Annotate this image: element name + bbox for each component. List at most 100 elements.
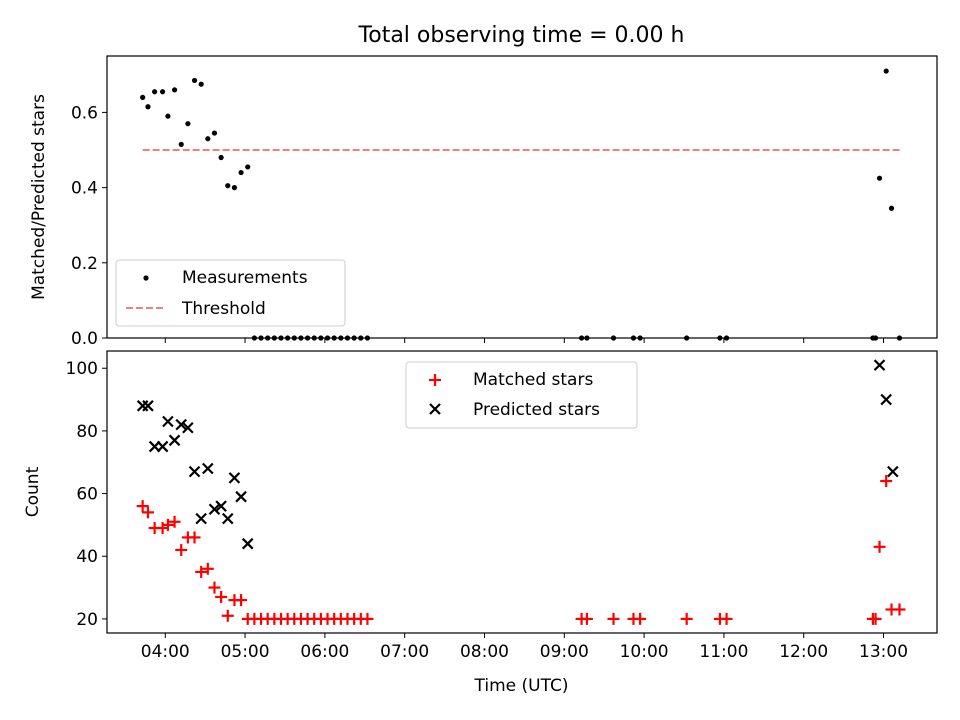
measurement-point	[584, 335, 590, 341]
top-axes: 0.0 0.2 0.4 0.6	[71, 103, 885, 349]
x-tick-label: 07:00	[380, 642, 429, 662]
measurement-point	[211, 130, 218, 136]
bottom-axes: 20 40 60 80 100 04:00 05:00 06:00 07:00 08:00 09:0…	[66, 359, 908, 662]
measurement-point	[723, 335, 730, 341]
measurement-point	[896, 335, 903, 341]
predicted-star-point	[202, 462, 214, 475]
legend-measurements-marker	[143, 275, 149, 281]
measurement-point	[344, 335, 351, 341]
measurement-point	[159, 89, 166, 95]
matched-star-point	[720, 612, 733, 625]
bottom-y-axis-label: Count	[23, 466, 43, 517]
measurement-point	[637, 335, 643, 341]
bottom-y-tick-label: 80	[76, 422, 98, 442]
measurement-point	[265, 335, 271, 341]
matched-star-point	[201, 562, 214, 575]
matched-star-point	[141, 506, 154, 519]
bottom-plot-frame	[106, 350, 938, 634]
predicted-star-point	[215, 500, 227, 512]
measurement-point	[258, 335, 264, 341]
predicted-star-point	[235, 490, 247, 503]
x-tick-label: 11:00	[699, 642, 748, 662]
measurement-point	[358, 335, 364, 341]
x-axis-label: Time (UTC)	[474, 676, 569, 696]
legend-measurements-label: Measurements	[182, 268, 308, 288]
matched-star-point	[869, 612, 882, 625]
measurement-point	[684, 335, 690, 341]
measurement-point	[171, 87, 178, 93]
matched-star-point	[161, 518, 174, 531]
matched-star-point	[188, 531, 201, 544]
predicted-star-point	[887, 465, 899, 478]
predicted-star-point	[208, 503, 221, 516]
measurement-point	[578, 335, 585, 341]
legend-predicted-marker	[429, 403, 441, 415]
bottom-y-tick-label: 40	[76, 547, 98, 567]
bottom-legend: Matched stars Predicted stars	[405, 361, 638, 429]
measurement-point	[231, 185, 238, 191]
predicted-star-point	[168, 434, 181, 447]
measurement-point	[610, 335, 617, 341]
matched-star-point	[893, 603, 906, 616]
x-tick-label: 05:00	[221, 642, 270, 662]
chart-title: Total observing time = 0.00 h	[358, 23, 685, 48]
matched-star-point	[634, 612, 647, 625]
predicted-star-point	[142, 400, 154, 412]
measurement-point	[145, 104, 151, 110]
measurement-point	[178, 141, 184, 147]
measurement-point	[191, 77, 198, 84]
top-plot-frame	[106, 55, 938, 339]
measurement-point	[291, 335, 297, 341]
predicted-star-point	[241, 537, 254, 550]
measurement-point	[278, 335, 284, 341]
matched-star-point	[873, 540, 886, 553]
measurement-point	[351, 335, 357, 341]
bottom-y-tick-label: 20	[76, 610, 98, 630]
top-y-tick-label: 0.2	[71, 254, 98, 274]
legend-threshold-label: Threshold	[181, 299, 266, 319]
matched-star-point	[680, 612, 693, 625]
matched-star-point	[235, 594, 248, 607]
bottom-y-tick-label: 60	[76, 485, 98, 505]
measurement-point	[218, 154, 224, 161]
top-legend-box	[115, 259, 346, 327]
predicted-star-point	[228, 472, 241, 484]
matched-star-point	[215, 590, 228, 603]
measurement-point	[140, 94, 146, 100]
measurement-point	[245, 164, 251, 170]
measurement-point	[205, 136, 211, 142]
x-tick-label: 04:00	[141, 642, 190, 662]
measurement-point	[238, 169, 244, 176]
top-y-tick-label: 0.4	[71, 179, 98, 199]
measurement-point	[872, 335, 879, 341]
measurement-point	[285, 335, 291, 341]
measurement-point	[318, 335, 324, 341]
predicted-star-point	[136, 400, 149, 412]
x-tick-label: 13:00	[859, 642, 908, 662]
measurement-point	[876, 175, 883, 181]
matched-star-point	[221, 609, 234, 622]
bottom-marks	[136, 359, 906, 625]
predicted-star-point	[182, 421, 194, 434]
measurement-point	[331, 335, 337, 341]
measurement-point	[165, 113, 171, 119]
measurement-point	[338, 335, 344, 341]
measurement-point	[271, 335, 277, 341]
top-y-tick-label: 0.0	[71, 329, 98, 349]
predicted-star-point	[195, 512, 207, 525]
bottom-legend-box	[405, 361, 638, 429]
measurement-point	[311, 335, 317, 341]
measurement-point	[152, 89, 158, 95]
matched-star-point	[361, 612, 374, 625]
predicted-star-point	[175, 418, 187, 431]
x-tick-label: 09:00	[540, 642, 589, 662]
matched-star-point	[580, 612, 593, 625]
predicted-star-point	[156, 440, 169, 453]
predicted-star-point	[873, 359, 886, 371]
predicted-star-point	[880, 393, 892, 406]
top-panel: 0.0 0.2 0.4 0.6 Matched/Predicted stars Mea…	[29, 55, 938, 349]
matched-star-point	[607, 612, 620, 625]
measurement-point	[225, 183, 231, 189]
bottom-y-tick-label: 100	[66, 359, 98, 379]
